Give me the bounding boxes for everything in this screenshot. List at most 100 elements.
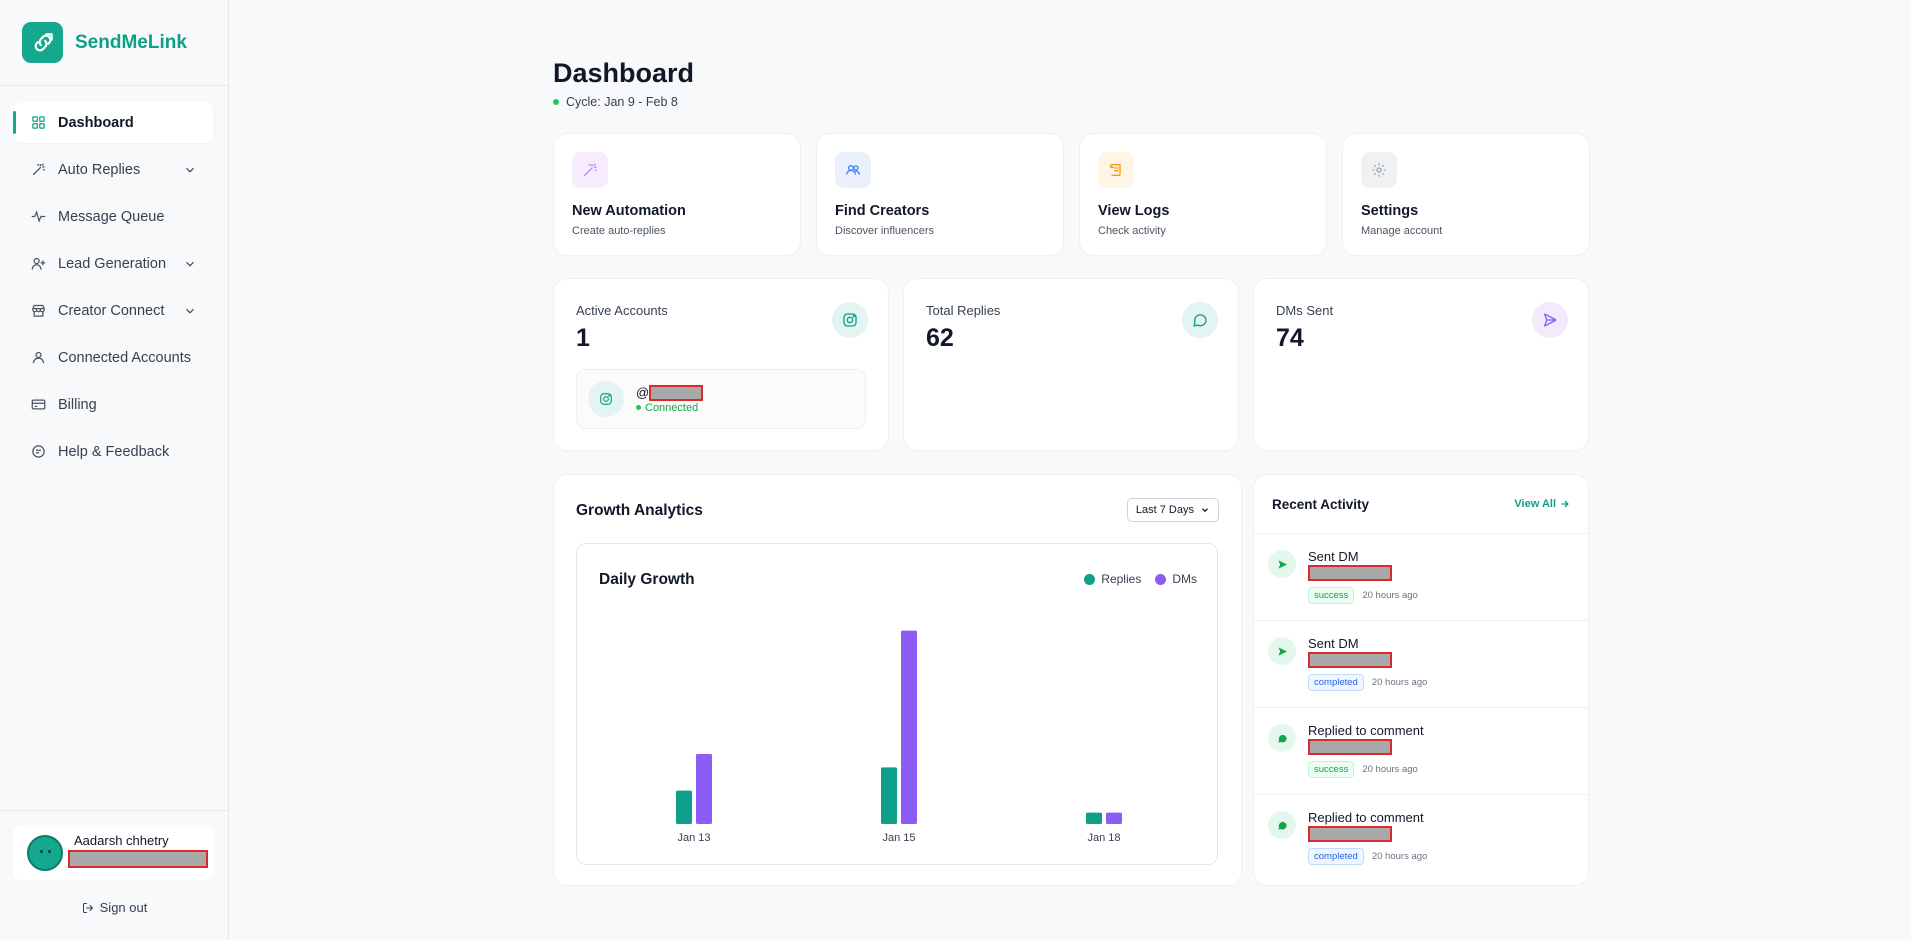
- sidebar-nav: Dashboard Auto Replies Message Queue Lea…: [0, 86, 228, 472]
- sidebar-item-connected-accounts[interactable]: Connected Accounts: [14, 337, 213, 378]
- quick-action-title: Settings: [1361, 203, 1419, 219]
- sidebar-item-lead-generation[interactable]: Lead Generation: [14, 243, 213, 284]
- activity-target-redacted: [1308, 652, 1392, 668]
- brand-name: SendMeLink: [75, 31, 187, 53]
- message-icon: [30, 444, 46, 460]
- account-info: @ Connected: [636, 384, 704, 414]
- view-all-link[interactable]: View All: [1514, 498, 1570, 510]
- user-area: Aadarsh chhetry Sign out: [0, 810, 229, 940]
- sidebar-item-label: Dashboard: [58, 114, 134, 131]
- stat-value: 74: [1276, 324, 1304, 352]
- bar-replies-jan-18[interactable]: [1086, 812, 1102, 824]
- sidebar-item-auto-replies[interactable]: Auto Replies: [14, 149, 213, 190]
- stat-card-active-accounts: Active Accounts 1 @ Connected: [553, 278, 889, 451]
- sign-out-button[interactable]: Sign out: [0, 900, 229, 915]
- activity-item[interactable]: Replied to comment completed 20 hours ag…: [1254, 795, 1588, 882]
- billing-cycle: Cycle: Jan 9 - Feb 8: [553, 95, 678, 109]
- user-name: Aadarsh chhetry: [74, 832, 169, 848]
- bar-dms-jan-15[interactable]: [901, 630, 917, 824]
- legend-dot-icon: [1084, 573, 1096, 585]
- user-icon: [30, 350, 46, 366]
- status-dot-icon: [553, 99, 559, 105]
- grid-icon: [30, 115, 46, 131]
- activity-target-redacted: [1308, 826, 1392, 842]
- sidebar-item-billing[interactable]: Billing: [14, 384, 213, 425]
- quick-action-title: View Logs: [1098, 203, 1170, 219]
- chat-bubble-icon: [1268, 724, 1296, 752]
- chart-title: Daily Growth: [599, 571, 695, 588]
- activity-title: Recent Activity: [1272, 496, 1370, 512]
- credit-card-icon: [30, 397, 46, 413]
- quick-action-title: Find Creators: [835, 203, 930, 219]
- quick-action-settings[interactable]: Settings Manage account: [1342, 133, 1590, 256]
- user-card[interactable]: Aadarsh chhetry: [13, 825, 214, 880]
- activity-time: 20 hours ago: [1362, 764, 1418, 775]
- connected-account-row[interactable]: @ Connected: [576, 369, 866, 429]
- status-badge: success: [1308, 587, 1355, 604]
- activity-meta: completed 20 hours ago: [1308, 848, 1588, 865]
- scroll-icon: [1098, 152, 1134, 188]
- stat-label: Active Accounts: [576, 303, 668, 318]
- quick-action-subtitle: Discover influencers: [835, 225, 935, 237]
- view-all-label: View All: [1514, 498, 1556, 510]
- instagram-icon: [588, 381, 624, 417]
- account-status-label: Connected: [645, 401, 699, 414]
- sidebar-item-label: Auto Replies: [58, 161, 141, 178]
- activity-meta: success 20 hours ago: [1308, 761, 1588, 778]
- activity-item[interactable]: Replied to comment success 20 hours ago: [1254, 708, 1588, 795]
- bar-dms-jan-13[interactable]: [696, 754, 712, 824]
- stat-card-total-replies: Total Replies 62: [903, 278, 1239, 451]
- stat-label: DMs Sent: [1276, 303, 1334, 318]
- date-range-select[interactable]: Last 7 Days: [1126, 498, 1219, 522]
- activity-action: Sent DM: [1308, 549, 1359, 564]
- page-title: Dashboard: [553, 58, 695, 88]
- sidebar-item-dashboard[interactable]: Dashboard: [13, 102, 213, 143]
- chart-plot: Jan 13 Jan 15 Jan 18: [676, 630, 1122, 844]
- sidebar-item-message-queue[interactable]: Message Queue: [14, 196, 213, 237]
- date-range-value: Last 7 Days: [1135, 504, 1194, 516]
- x-tick-label: Jan 18: [1087, 832, 1120, 844]
- activity-meta: success 20 hours ago: [1308, 587, 1588, 604]
- brand[interactable]: SendMeLink: [0, 0, 228, 86]
- bar-replies-jan-15[interactable]: [881, 767, 897, 824]
- sidebar-item-creator-connect[interactable]: Creator Connect: [14, 290, 213, 331]
- quick-action-view-logs[interactable]: View Logs Check activity: [1079, 133, 1327, 256]
- daily-growth-chart: Daily Growth Replies DMs Jan 13 Jan 15 Jan…: [576, 543, 1218, 865]
- quick-action-find-creators[interactable]: Find Creators Discover influencers: [816, 133, 1064, 256]
- status-badge: completed: [1308, 848, 1364, 865]
- x-tick-label: Jan 13: [677, 832, 710, 844]
- chevron-down-icon[interactable]: [183, 304, 197, 318]
- chevron-down-icon[interactable]: [183, 257, 197, 271]
- user-info: Aadarsh chhetry: [68, 832, 208, 873]
- quick-action-subtitle: Create auto-replies: [572, 225, 666, 237]
- legend-item-dms[interactable]: DMs: [1155, 572, 1197, 586]
- bar-replies-jan-13[interactable]: [676, 790, 692, 824]
- chevron-down-icon[interactable]: [183, 163, 197, 177]
- store-icon: [30, 303, 46, 319]
- sidebar-item-label: Help & Feedback: [58, 443, 170, 460]
- activity-item[interactable]: Sent DM success 20 hours ago: [1254, 534, 1588, 621]
- activity-item[interactable]: Sent DM completed 20 hours ago: [1254, 621, 1588, 708]
- activity-meta: completed 20 hours ago: [1308, 674, 1588, 691]
- user-plus-icon: [30, 256, 46, 272]
- quick-action-subtitle: Check activity: [1098, 225, 1166, 237]
- account-handle-redacted: [649, 384, 704, 401]
- user-email-redacted: [68, 849, 208, 868]
- x-tick-label: Jan 15: [882, 832, 915, 844]
- sidebar-item-label: Message Queue: [58, 208, 165, 225]
- arrow-right-icon: [1561, 500, 1569, 508]
- growth-title: Growth Analytics: [576, 502, 703, 519]
- sign-out-icon: [82, 902, 93, 913]
- bar-dms-jan-18[interactable]: [1106, 812, 1122, 824]
- send-icon: [1268, 637, 1296, 665]
- activity-time: 20 hours ago: [1371, 851, 1428, 862]
- stat-value: 1: [576, 324, 590, 352]
- quick-action-new-automation[interactable]: New Automation Create auto-replies: [553, 133, 801, 256]
- activity-action: Sent DM: [1308, 636, 1359, 651]
- chat-bubble-icon: [1268, 811, 1296, 839]
- users-icon: [835, 152, 871, 188]
- sidebar-item-help-feedback[interactable]: Help & Feedback: [14, 431, 213, 472]
- legend-item-replies[interactable]: Replies: [1084, 572, 1141, 586]
- chevron-down-icon: [1202, 508, 1208, 513]
- status-badge: completed: [1308, 674, 1364, 691]
